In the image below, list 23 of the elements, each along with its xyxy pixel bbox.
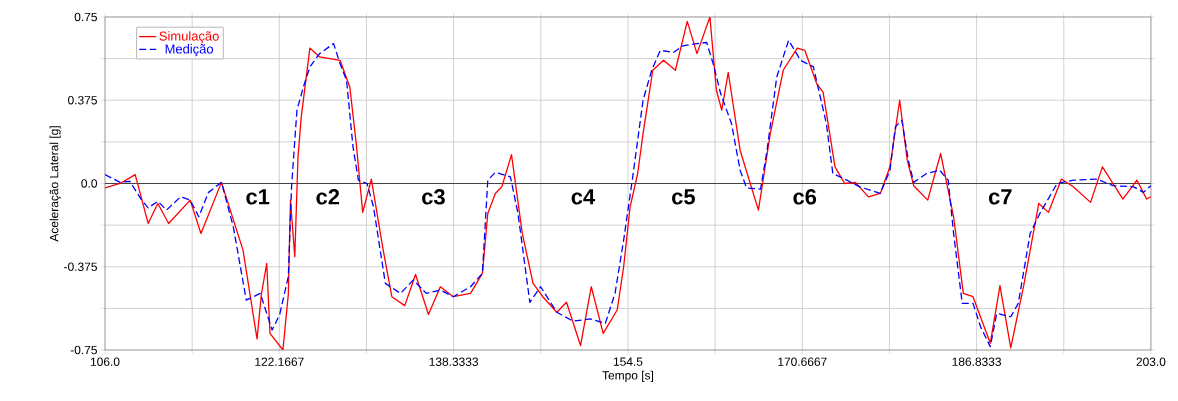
legend-label: Simulação	[159, 31, 219, 44]
x-tick-label: 138.3333	[429, 357, 479, 366]
y-tick-label: 0.375	[68, 96, 97, 105]
x-tick-label: 203.0	[1136, 357, 1166, 366]
annotation: c5	[672, 189, 695, 205]
x-tick-label: 186.8333	[952, 357, 1001, 366]
x-axis-title: Tempo [s]	[602, 370, 654, 382]
legend-label: Medição	[165, 44, 214, 57]
y-axis-title: Aceleração Lateral [g]	[49, 126, 61, 242]
y-tick-label: 0.75	[74, 12, 97, 22]
x-tick-label: 106.0	[90, 357, 120, 366]
y-tick-label: -0.375	[64, 262, 97, 271]
x-tick-label: 154.5	[613, 357, 643, 366]
annotation: c6	[793, 189, 817, 205]
annotation: c4	[571, 189, 596, 205]
y-tick-label: 0.0	[81, 179, 98, 188]
annotation: c2	[316, 189, 340, 205]
x-tick-label: 170.6667	[778, 357, 827, 366]
y-tick-label: -0.75	[70, 345, 97, 355]
annotation: c7	[988, 189, 1012, 205]
x-tick-label: 122.1667	[255, 357, 304, 366]
annotation: c3	[422, 189, 445, 205]
annotation: c1	[246, 189, 270, 205]
